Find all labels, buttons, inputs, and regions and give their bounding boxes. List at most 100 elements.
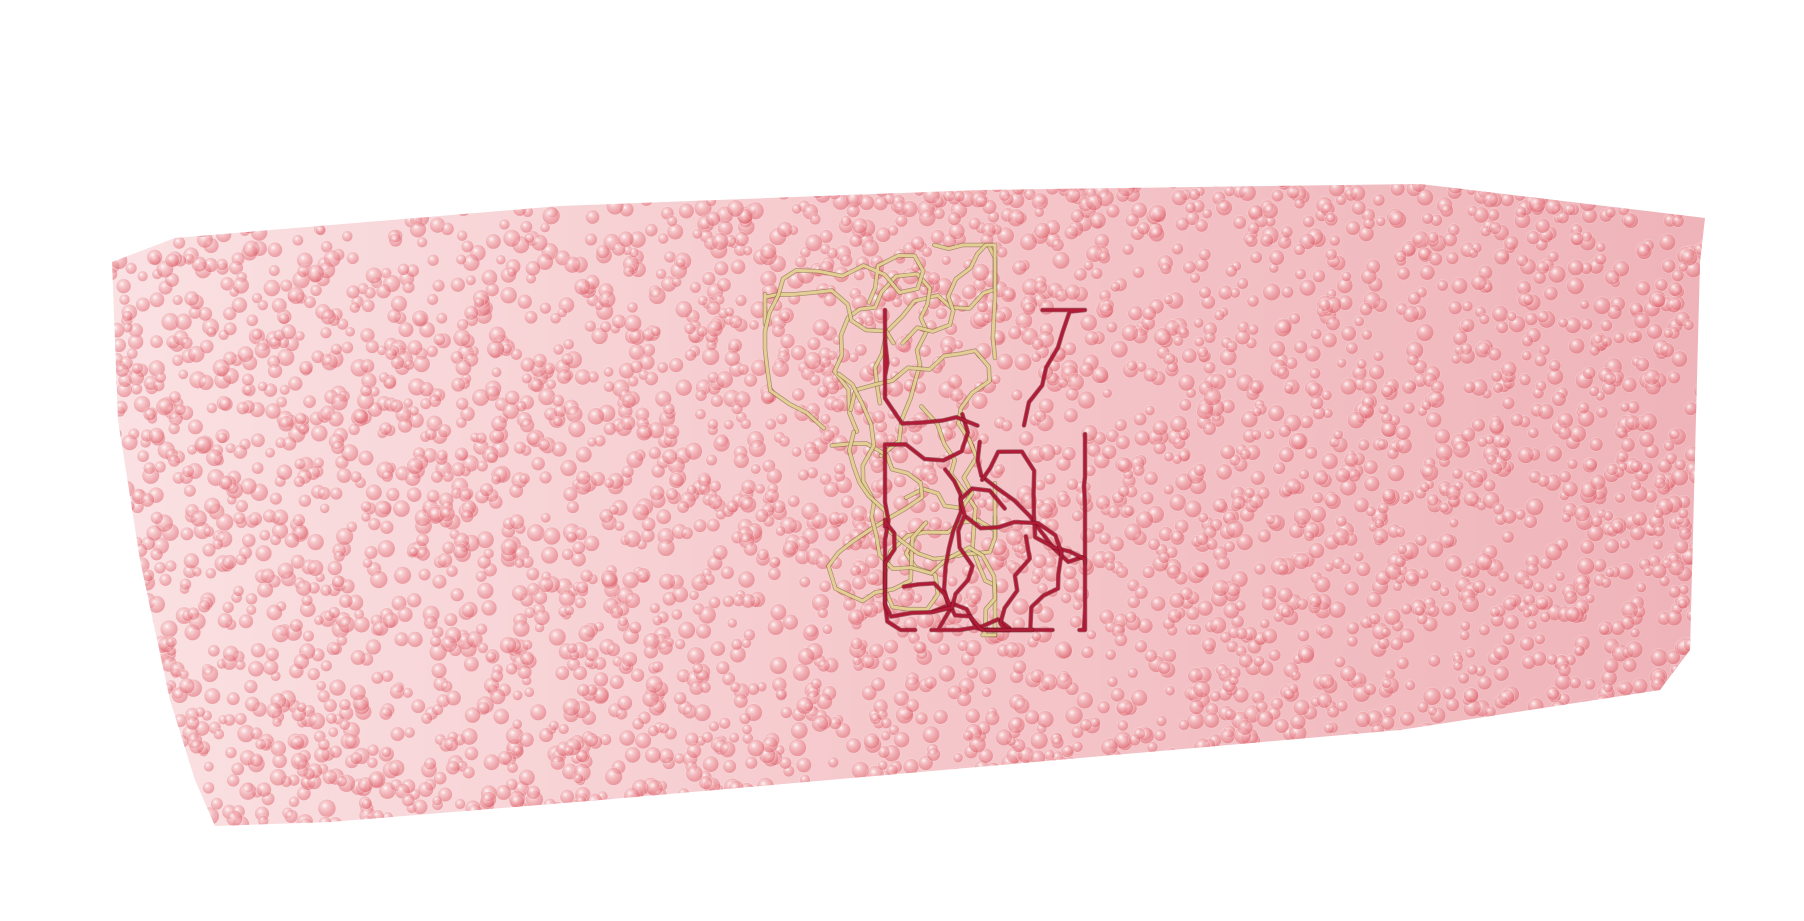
water-molecule — [267, 363, 283, 379]
water-molecule — [277, 562, 295, 580]
water-molecule — [593, 434, 607, 448]
water-molecule — [1331, 527, 1351, 547]
water-molecule — [369, 570, 389, 589]
water-molecule — [658, 572, 676, 591]
water-molecule — [142, 407, 157, 422]
water-molecule — [1070, 208, 1085, 224]
water-molecule — [265, 604, 283, 621]
water-molecule — [926, 747, 941, 762]
water-molecule — [1365, 591, 1383, 608]
water-molecule — [626, 301, 639, 314]
water-molecule — [1566, 457, 1579, 470]
water-molecule — [1340, 325, 1357, 342]
water-molecule — [499, 636, 517, 654]
water-molecule — [158, 573, 172, 587]
water-molecule — [1629, 459, 1644, 474]
water-molecule — [631, 717, 645, 731]
water-molecule — [926, 271, 941, 286]
water-molecule — [1263, 428, 1275, 440]
water-molecule — [359, 358, 375, 374]
water-molecule — [454, 446, 469, 462]
water-molecule — [147, 427, 165, 445]
water-molecule — [1380, 384, 1394, 398]
water-molecule — [904, 675, 921, 692]
water-molecule — [621, 651, 638, 668]
water-molecule — [264, 447, 276, 459]
water-molecule — [499, 286, 518, 305]
water-molecule — [812, 318, 830, 337]
water-molecule — [677, 620, 696, 640]
water-molecule — [788, 738, 807, 757]
water-molecule — [205, 448, 224, 467]
water-molecule — [1256, 528, 1272, 543]
water-molecule — [705, 210, 721, 227]
water-molecule — [426, 254, 440, 267]
water-molecule — [267, 242, 283, 258]
water-molecule — [1080, 645, 1095, 659]
water-molecule — [769, 656, 788, 675]
water-molecule — [1347, 411, 1366, 430]
water-molecule — [657, 639, 674, 656]
water-molecule — [449, 587, 465, 602]
water-molecule — [1097, 250, 1111, 265]
water-molecule — [665, 487, 679, 501]
water-molecule — [1153, 728, 1167, 742]
water-molecule — [1416, 700, 1430, 714]
water-molecule — [560, 352, 574, 366]
water-molecule — [1460, 426, 1476, 443]
water-molecule — [1599, 576, 1612, 589]
water-molecule — [597, 290, 617, 309]
water-molecule — [1085, 629, 1097, 640]
water-molecule — [1614, 492, 1626, 504]
water-molecule — [1308, 542, 1325, 559]
water-molecule — [1345, 220, 1361, 236]
water-molecule — [1575, 581, 1591, 597]
water-molecule — [1654, 277, 1669, 292]
water-molecule — [1426, 604, 1440, 618]
water-molecule — [545, 378, 557, 390]
water-molecule — [1426, 390, 1446, 409]
water-molecule — [622, 265, 636, 278]
water-molecule — [818, 579, 832, 593]
water-molecule — [552, 343, 565, 356]
water-molecule — [1147, 537, 1161, 551]
water-molecule — [1634, 356, 1650, 372]
water-molecule — [696, 294, 709, 307]
water-molecule — [1238, 184, 1257, 202]
water-molecule — [1492, 665, 1510, 682]
water-molecule — [875, 226, 892, 243]
water-molecule — [1353, 315, 1365, 327]
water-molecule — [136, 449, 150, 463]
water-molecule — [768, 556, 781, 569]
water-molecule — [599, 320, 612, 333]
water-molecule — [397, 262, 410, 276]
water-molecule — [221, 554, 238, 570]
water-molecule — [561, 697, 581, 717]
water-molecule — [293, 457, 307, 471]
water-molecule — [1203, 387, 1222, 407]
water-molecule — [1372, 193, 1386, 207]
water-molecule — [817, 607, 829, 619]
water-molecule — [900, 200, 918, 218]
water-molecule — [296, 701, 307, 713]
water-molecule — [827, 756, 840, 769]
water-molecule — [1493, 248, 1510, 266]
water-molecule — [645, 675, 664, 694]
water-molecule — [1293, 339, 1308, 354]
water-molecule — [550, 441, 568, 458]
water-molecule — [1592, 296, 1611, 315]
water-molecule — [202, 781, 215, 795]
water-molecule — [914, 711, 929, 726]
water-molecule — [257, 299, 269, 311]
water-molecule — [1399, 710, 1415, 727]
water-molecule — [583, 319, 597, 333]
water-molecule — [1492, 382, 1504, 394]
water-molecule — [628, 620, 642, 635]
water-molecule — [476, 554, 492, 570]
water-molecule — [1293, 243, 1306, 256]
water-molecule — [245, 313, 259, 327]
water-molecule — [205, 567, 217, 580]
water-molecule — [1605, 462, 1619, 476]
water-molecule — [775, 525, 787, 537]
water-molecule — [1481, 190, 1499, 208]
